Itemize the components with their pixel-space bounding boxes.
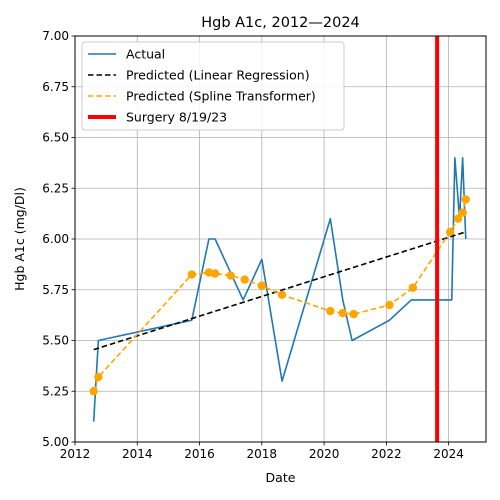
- legend-label: Surgery 8/19/23: [126, 110, 227, 125]
- y-tick-label: 5.75: [42, 283, 69, 297]
- x-tick-label: 2020: [309, 447, 340, 461]
- y-tick-label: 6.00: [42, 232, 69, 246]
- series-point: [445, 227, 455, 237]
- series-point: [408, 283, 418, 292]
- x-tick-label: 2022: [371, 447, 402, 461]
- x-tick-label: 2016: [184, 447, 215, 461]
- y-tick-label: 6.50: [42, 131, 69, 145]
- y-tick-label: 5.25: [42, 384, 69, 398]
- series-line-3: [92, 199, 467, 392]
- series-point: [338, 308, 347, 318]
- legend-label: Predicted (Linear Regression): [126, 68, 310, 83]
- series-point: [94, 372, 103, 382]
- axis-ticks: 2012 2014 2016 2018 2020 2022 2024 5.00 5.25 5.50…: [42, 29, 464, 461]
- y-axis-label: Hgb A1c (mg/Dl): [12, 187, 27, 291]
- series-point: [89, 387, 98, 396]
- series-point: [204, 268, 214, 277]
- series-point: [277, 290, 287, 300]
- x-tick-label: 2018: [247, 447, 278, 461]
- x-tick-label: 2014: [122, 447, 153, 461]
- series-layer: [89, 36, 470, 442]
- series-line-1: [92, 157, 467, 422]
- series-point: [458, 208, 467, 217]
- y-tick-label: 6.25: [42, 181, 69, 195]
- series-point: [187, 270, 196, 279]
- x-tick-label: 2024: [433, 447, 464, 461]
- series-point: [210, 269, 220, 278]
- y-tick-label: 7.00: [42, 29, 69, 43]
- series-point: [385, 300, 394, 310]
- chart-title: Hgb A1c, 2012—2024: [201, 15, 360, 31]
- x-axis-label: Date: [266, 470, 296, 485]
- x-tick-label: 2012: [60, 447, 91, 461]
- y-tick-label: 5.00: [42, 435, 69, 449]
- series-point: [257, 281, 267, 290]
- legend-box: [81, 41, 345, 131]
- y-tick-label: 5.50: [42, 334, 69, 348]
- series-point: [226, 271, 235, 280]
- series-line-2: [93, 231, 467, 351]
- legend-label: Actual: [126, 47, 165, 62]
- series-point: [326, 306, 335, 316]
- series-point: [453, 214, 463, 223]
- legend-label: Predicted (Spline Transformer): [126, 89, 316, 104]
- series-point: [240, 275, 249, 284]
- y-tick-label: 6.75: [42, 80, 69, 94]
- series-point: [461, 195, 470, 204]
- series-point: [349, 309, 358, 319]
- legend: Actual Predicted (Linear Regression) Predi…: [81, 41, 345, 131]
